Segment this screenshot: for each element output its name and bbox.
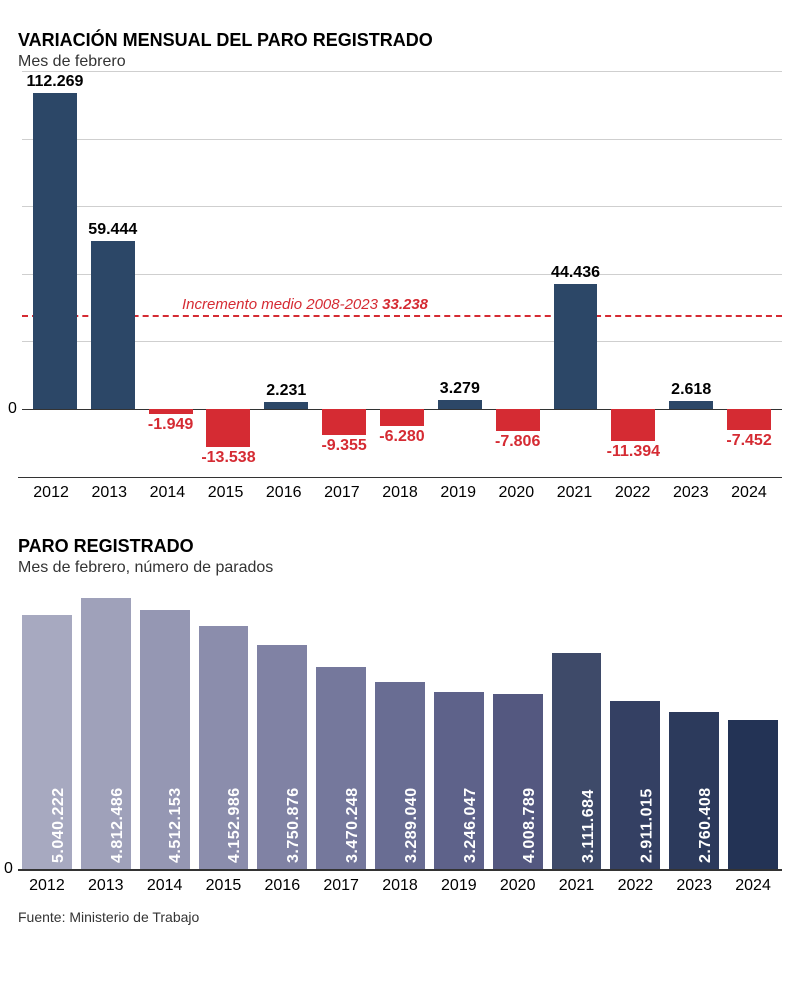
- chart2-x-tick: 2015: [199, 877, 249, 895]
- chart1-bar-slot: 59.444: [84, 71, 142, 451]
- chart1-bar: [91, 241, 135, 408]
- chart1-bar: [322, 409, 366, 435]
- chart2-x-tick: 2013: [81, 877, 131, 895]
- chart1-x-tick: 2015: [196, 484, 254, 502]
- chart2-x-tick: 2023: [669, 877, 719, 895]
- chart1-bar: [380, 409, 424, 427]
- chart2-value-label: 5.040.222: [50, 787, 68, 863]
- chart1-x-tick: 2023: [662, 484, 720, 502]
- chart1-x-tick: 2012: [22, 484, 80, 502]
- chart2-value-label: 3.289.040: [403, 787, 421, 863]
- chart1-bar: [206, 409, 250, 447]
- chart2-x-tick: 2020: [493, 877, 543, 895]
- chart2-value-label: 4.152.986: [226, 787, 244, 863]
- chart1-value-label: -1.949: [148, 416, 193, 434]
- chart2-x-tick: 2016: [257, 877, 307, 895]
- chart1-bar-slot: -6.280: [373, 71, 431, 451]
- chart2-bar: [728, 720, 778, 869]
- chart1-value-label: 44.436: [551, 264, 600, 282]
- chart1-bar: [554, 284, 598, 409]
- chart1-bar-slot: 112.269: [26, 71, 84, 451]
- chart1-x-tick: 2024: [720, 484, 778, 502]
- chart1-bar-slot: -7.806: [489, 71, 547, 451]
- chart2-value-label: 4.008.789: [521, 787, 539, 863]
- chart2-title: PARO REGISTRADO: [18, 536, 782, 557]
- chart1-x-tick: 2016: [255, 484, 313, 502]
- chart2-x-tick: 2019: [434, 877, 484, 895]
- chart2-plot: 0 4.712.0985.040.2224.812.4864.512.1534.…: [18, 591, 782, 871]
- chart1-bar-slot: -13.538: [200, 71, 258, 451]
- chart2-x-tick: 2017: [316, 877, 366, 895]
- chart1-x-tick: 2021: [545, 484, 603, 502]
- chart1-value-label: 2.231: [266, 382, 306, 400]
- chart1-bar: [33, 93, 77, 409]
- chart1-bar: [611, 409, 655, 441]
- chart1-bar: [496, 409, 540, 431]
- chart1-bar-slot: -11.394: [604, 71, 662, 451]
- chart1-value-label: -9.355: [321, 437, 366, 455]
- chart2-x-axis: 2012 2013 2014 2015 2016 2017 2018 2019 2020 2021…: [18, 877, 782, 895]
- chart2-x-tick: 2024: [728, 877, 778, 895]
- chart1-bar: [438, 400, 482, 409]
- chart1-zero-label: 0: [8, 400, 17, 418]
- chart1-bars: 112.269 59.444 -1.949 -13.538 2.231 -9.355 -6.…: [22, 71, 782, 451]
- chart1-value-label: -7.806: [495, 433, 540, 451]
- chart1-bar: [669, 401, 713, 408]
- chart1-bar-slot: -9.355: [315, 71, 373, 451]
- chart2-value-label: 3.470.248: [344, 787, 362, 863]
- chart1-x-tick: 2020: [487, 484, 545, 502]
- chart1-value-label: 59.444: [88, 221, 137, 239]
- chart2-bar-slot: 2.760.408: [728, 591, 778, 869]
- chart1-x-tick: 2019: [429, 484, 487, 502]
- chart1-value-label: 2.618: [671, 381, 711, 399]
- variation-chart: VARIACIÓN MENSUAL DEL PARO REGISTRADO Me…: [18, 30, 782, 502]
- chart1-x-tick: 2013: [80, 484, 138, 502]
- chart1-plot: 0Incremento medio 2008-2023 33.238 112.2…: [22, 71, 782, 451]
- chart1-bar: [727, 409, 771, 430]
- chart2-value-label: 3.750.876: [285, 787, 303, 863]
- chart1-x-tick: 2017: [313, 484, 371, 502]
- chart1-value-label: -11.394: [607, 443, 660, 461]
- chart1-x-axis: 2012201320142015201620172018201920202021…: [18, 477, 782, 502]
- chart1-value-label: -7.452: [726, 432, 771, 450]
- chart1-x-tick: 2018: [371, 484, 429, 502]
- chart2-bars: 4.712.0985.040.2224.812.4864.512.1534.15…: [18, 591, 782, 869]
- chart2-subtitle: Mes de febrero, número de parados: [18, 559, 782, 577]
- chart1-bar-slot: 3.279: [431, 71, 489, 451]
- chart1-value-label: -13.538: [201, 449, 255, 467]
- chart1-subtitle: Mes de febrero: [18, 53, 782, 71]
- chart2-value-label: 3.246.047: [462, 787, 480, 863]
- chart2-x-tick: 2022: [610, 877, 660, 895]
- chart1-bar-slot: 2.231: [257, 71, 315, 451]
- chart1-value-label: -6.280: [379, 428, 424, 446]
- chart1-bar: [264, 402, 308, 408]
- chart2-value-label: 4.712.098: [0, 787, 9, 863]
- chart2-x-tick: 2012: [22, 877, 72, 895]
- chart1-x-tick: 2022: [604, 484, 662, 502]
- chart1-x-tick: 2014: [138, 484, 196, 502]
- chart2-x-tick: 2018: [375, 877, 425, 895]
- chart1-bar: [149, 409, 193, 414]
- chart1-bar-slot: -1.949: [142, 71, 200, 451]
- chart2-value-label: 4.512.153: [168, 787, 186, 863]
- chart1-value-label: 112.269: [26, 73, 83, 91]
- totals-chart: PARO REGISTRADO Mes de febrero, número d…: [18, 536, 782, 895]
- chart1-bar-slot: 44.436: [547, 71, 605, 451]
- chart1-title: VARIACIÓN MENSUAL DEL PARO REGISTRADO: [18, 30, 782, 51]
- chart2-value-label: 4.812.486: [109, 787, 127, 863]
- chart1-bar-slot: -7.452: [720, 71, 778, 451]
- chart1-value-label: 3.279: [440, 380, 480, 398]
- chart2-x-tick: 2014: [140, 877, 190, 895]
- chart2-value-label: 2.911.015: [639, 788, 657, 863]
- chart2-x-tick: 2021: [552, 877, 602, 895]
- chart2-value-label: 2.760.408: [697, 787, 715, 863]
- chart1-bar-slot: 2.618: [662, 71, 720, 451]
- chart2-value-label: 3.111.684: [580, 789, 598, 863]
- source-text: Fuente: Ministerio de Trabajo: [18, 909, 782, 925]
